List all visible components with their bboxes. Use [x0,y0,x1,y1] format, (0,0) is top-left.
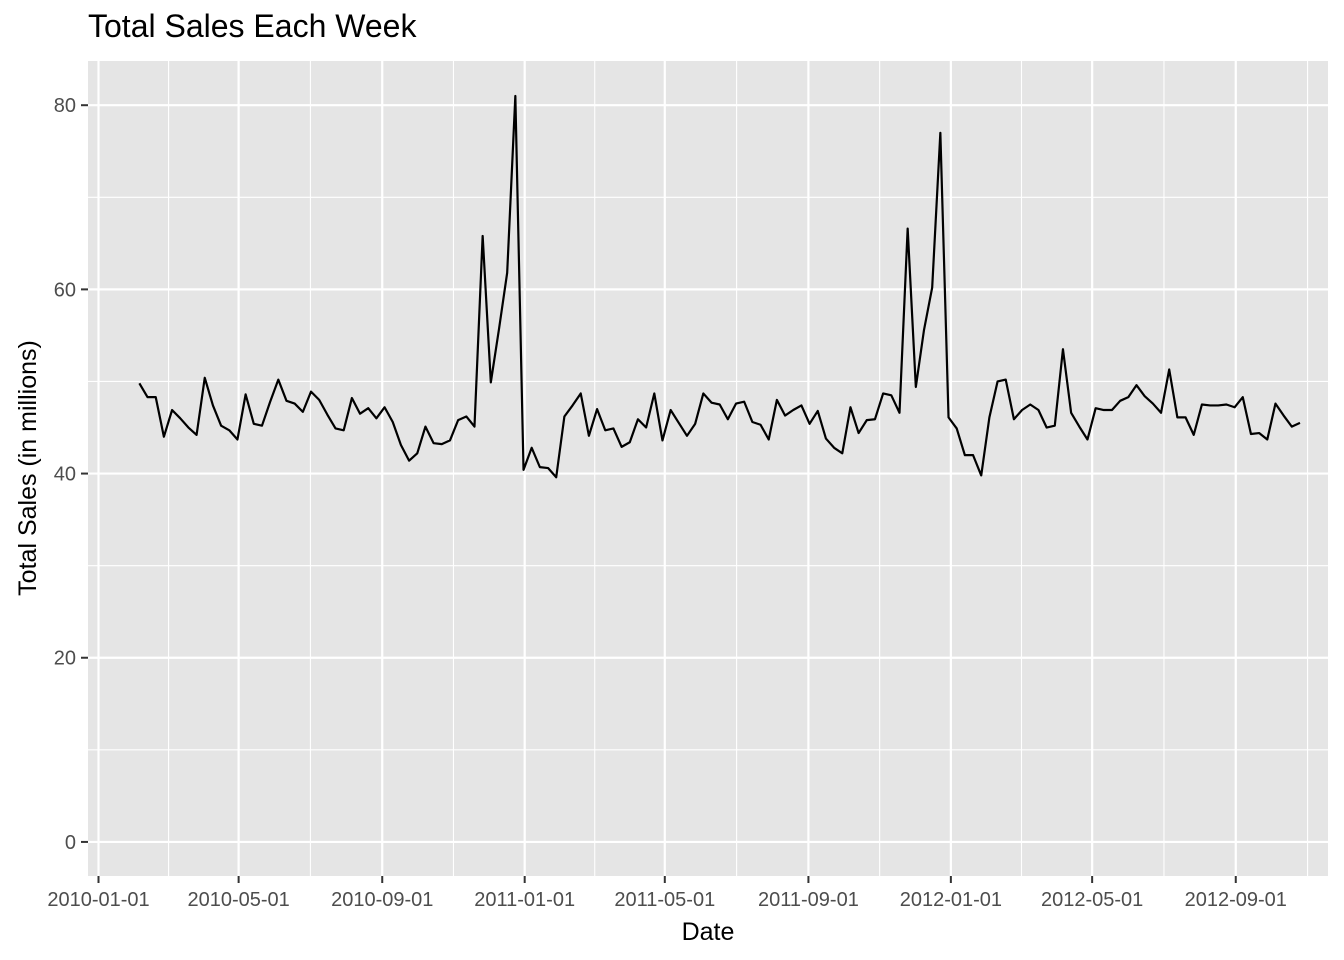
minor-gridlines [88,61,1328,876]
chart-title: Total Sales Each Week [88,8,417,44]
y-axis-title: Total Sales (in millions) [14,340,42,596]
x-tick-label: 2011-05-01 [614,889,715,911]
x-tick-label: 2011-09-01 [758,889,859,911]
x-tick-label: 2012-09-01 [1185,889,1287,911]
x-tick-label: 2010-09-01 [331,889,433,911]
axis-ticks [81,104,1237,883]
x-tick-label: 2010-05-01 [187,889,289,911]
y-tick-label: 0 [65,832,76,854]
y-tick-label: 40 [54,464,76,486]
x-tick-label: 2011-01-01 [474,889,575,911]
x-axis-title: Date [682,918,735,946]
x-tick-label: 2010-01-01 [47,889,149,911]
plot-panel [88,61,1328,876]
y-tick-label: 60 [54,279,76,301]
sales-line [138,94,1301,479]
x-tick-label: 2012-05-01 [1041,889,1143,911]
y-tick-label: 80 [54,95,76,117]
y-tick-label: 20 [54,648,76,670]
axis-tick-labels: 0 20 40 60 80 2010-01-01 2010-05-01 2010-09-01 2… [47,95,1287,911]
x-tick-label: 2012-01-01 [900,889,1002,911]
